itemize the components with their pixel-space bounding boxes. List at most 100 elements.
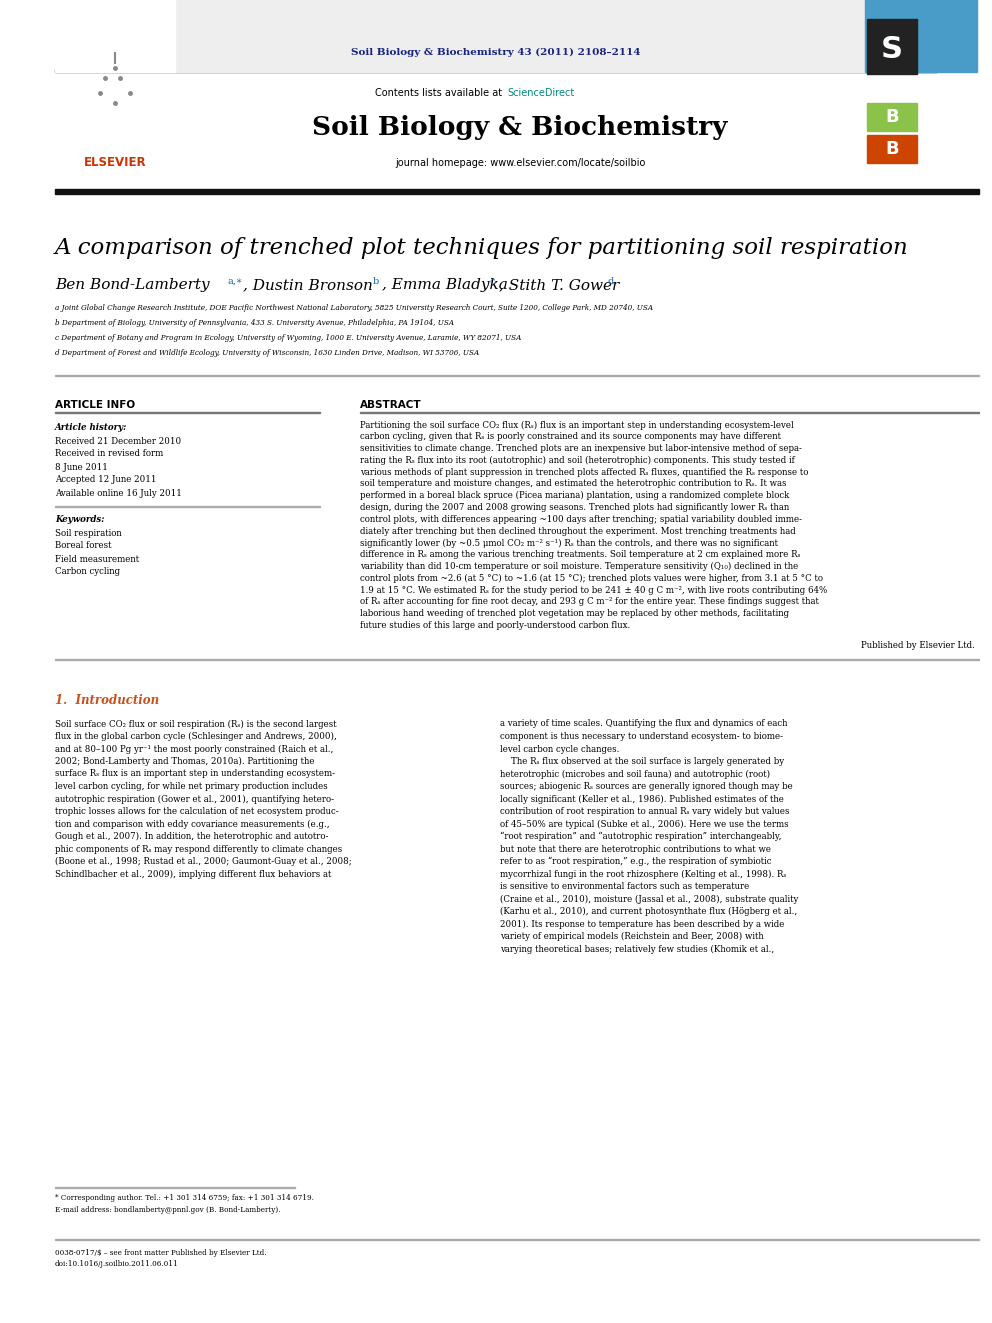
Text: contribution of root respiration to annual Rₛ vary widely but values: contribution of root respiration to annu… xyxy=(500,807,790,816)
Text: control plots from ~2.6 (at 5 °C) to ~1.6 (at 15 °C); trenched plots values were: control plots from ~2.6 (at 5 °C) to ~1.… xyxy=(360,574,823,583)
Text: Biochemistry: Biochemistry xyxy=(920,106,961,111)
Text: The Rₛ flux observed at the soil surface is largely generated by: The Rₛ flux observed at the soil surface… xyxy=(500,757,784,766)
Text: Published by Elsevier Ltd.: Published by Elsevier Ltd. xyxy=(861,640,975,650)
Text: Soil respiration: Soil respiration xyxy=(55,528,122,537)
Text: component is thus necessary to understand ecosystem- to biome-: component is thus necessary to understan… xyxy=(500,732,783,741)
Text: A comparison of trenched plot techniques for partitioning soil respiration: A comparison of trenched plot techniques… xyxy=(55,237,909,259)
Text: flux in the global carbon cycle (Schlesinger and Andrews, 2000),: flux in the global carbon cycle (Schlesi… xyxy=(55,732,337,741)
Text: B: B xyxy=(885,140,899,157)
Text: is sensitive to environmental factors such as temperature: is sensitive to environmental factors su… xyxy=(500,882,749,890)
Text: significantly lower (by ~0.5 μmol CO₂ m⁻² s⁻¹) Rₛ than the controls, and there w: significantly lower (by ~0.5 μmol CO₂ m⁻… xyxy=(360,538,778,548)
Text: (Karhu et al., 2010), and current photosynthate flux (Högberg et al.,: (Karhu et al., 2010), and current photos… xyxy=(500,908,798,916)
Text: difference in Rₛ among the various trenching treatments. Soil temperature at 2 c: difference in Rₛ among the various trenc… xyxy=(360,550,801,560)
Text: Article history:: Article history: xyxy=(55,423,127,433)
Text: Accepted 12 June 2011: Accepted 12 June 2011 xyxy=(55,475,157,484)
Text: Ben Bond-Lamberty: Ben Bond-Lamberty xyxy=(55,278,209,292)
Text: Carbon cycling: Carbon cycling xyxy=(55,568,120,577)
Text: soil temperature and moisture changes, and estimated the heterotrophic contribut: soil temperature and moisture changes, a… xyxy=(360,479,787,488)
Text: but note that there are heterotrophic contributions to what we: but note that there are heterotrophic co… xyxy=(500,844,771,853)
Text: performed in a boreal black spruce (Picea mariana) plantation, using a randomize: performed in a boreal black spruce (Pice… xyxy=(360,491,790,500)
Text: variability than did 10-cm temperature or soil moisture. Temperature sensitivity: variability than did 10-cm temperature o… xyxy=(360,562,799,572)
Text: Gough et al., 2007). In addition, the heterotrophic and autotro-: Gough et al., 2007). In addition, the he… xyxy=(55,832,328,841)
Text: Soil Biology &: Soil Biology & xyxy=(920,93,963,98)
Text: autotrophic respiration (Gower et al., 2001), quantifying hetero-: autotrophic respiration (Gower et al., 2… xyxy=(55,794,334,803)
Text: level carbon cycle changes.: level carbon cycle changes. xyxy=(500,745,619,754)
Text: Schindlbacher et al., 2009), implying different flux behaviors at: Schindlbacher et al., 2009), implying di… xyxy=(55,869,331,878)
Text: doi:10.1016/j.soilbio.2011.06.011: doi:10.1016/j.soilbio.2011.06.011 xyxy=(55,1259,179,1267)
Text: Soil Biology & Biochemistry: Soil Biology & Biochemistry xyxy=(312,115,728,140)
Text: mycorrhizal fungi in the root rhizosphere (Kelting et al., 1998). Rₛ: mycorrhizal fungi in the root rhizospher… xyxy=(500,869,787,878)
Text: , Stith T. Gower: , Stith T. Gower xyxy=(499,278,619,292)
Text: a Joint Global Change Research Institute, DOE Pacific Northwest National Laborat: a Joint Global Change Research Institute… xyxy=(55,304,653,312)
Text: level carbon cycling, for while net primary production includes: level carbon cycling, for while net prim… xyxy=(55,782,327,791)
Bar xyxy=(55,0,175,71)
Text: Contents lists available at: Contents lists available at xyxy=(375,89,505,98)
Bar xyxy=(175,0,865,71)
Text: a,∗: a,∗ xyxy=(228,277,243,286)
Text: 2001). Its response to temperature has been described by a wide: 2001). Its response to temperature has b… xyxy=(500,919,785,929)
Text: control plots, with differences appearing ~100 days after trenching; spatial var: control plots, with differences appearin… xyxy=(360,515,802,524)
Text: 2002; Bond-Lamberty and Thomas, 2010a). Partitioning the: 2002; Bond-Lamberty and Thomas, 2010a). … xyxy=(55,757,314,766)
Text: b Department of Biology, University of Pennsylvania, 433 S. University Avenue, P: b Department of Biology, University of P… xyxy=(55,319,454,327)
Text: design, during the 2007 and 2008 growing seasons. Trenched plots had significant: design, during the 2007 and 2008 growing… xyxy=(360,503,790,512)
Text: trophic losses allows for the calculation of net ecosystem produc-: trophic losses allows for the calculatio… xyxy=(55,807,338,816)
Text: Keywords:: Keywords: xyxy=(55,516,104,524)
Text: of 45–50% are typical (Subke et al., 2006). Here we use the terms: of 45–50% are typical (Subke et al., 200… xyxy=(500,819,789,828)
Text: d: d xyxy=(608,277,614,286)
Text: B: B xyxy=(885,108,899,126)
Bar xyxy=(55,69,937,71)
Text: of Rₛ after accounting for fine root decay, and 293 g C m⁻² for the entire year.: of Rₛ after accounting for fine root dec… xyxy=(360,598,818,606)
Text: locally significant (Keller et al., 1986). Published estimates of the: locally significant (Keller et al., 1986… xyxy=(500,794,784,803)
Bar xyxy=(865,0,977,71)
Text: sources; abiogenic Rₛ sources are generally ignored though may be: sources; abiogenic Rₛ sources are genera… xyxy=(500,782,793,791)
Text: diately after trenching but then declined throughout the experiment. Most trench: diately after trenching but then decline… xyxy=(360,527,796,536)
Text: c: c xyxy=(490,277,495,286)
Text: 0038-0717/$ – see front matter Published by Elsevier Ltd.: 0038-0717/$ – see front matter Published… xyxy=(55,1249,267,1257)
Text: heterotrophic (microbes and soil fauna) and autotrophic (root): heterotrophic (microbes and soil fauna) … xyxy=(500,770,770,778)
Text: (Boone et al., 1998; Rustad et al., 2000; Gaumont-Guay et al., 2008;: (Boone et al., 1998; Rustad et al., 2000… xyxy=(55,857,352,867)
Text: future studies of this large and poorly-understood carbon flux.: future studies of this large and poorly-… xyxy=(360,620,630,630)
Text: S: S xyxy=(881,36,903,65)
Text: laborious hand weeding of trenched plot vegetation may be replaced by other meth: laborious hand weeding of trenched plot … xyxy=(360,610,789,618)
Text: 1.9 at 15 °C. We estimated Rₛ for the study period to be 241 ± 40 g C m⁻², with : 1.9 at 15 °C. We estimated Rₛ for the st… xyxy=(360,586,827,595)
Text: 8 June 2011: 8 June 2011 xyxy=(55,463,108,471)
Text: surface Rₛ flux is an important step in understanding ecosystem-: surface Rₛ flux is an important step in … xyxy=(55,770,335,778)
Text: Field measurement: Field measurement xyxy=(55,554,139,564)
Text: ScienceDirect: ScienceDirect xyxy=(507,89,574,98)
Text: Received 21 December 2010: Received 21 December 2010 xyxy=(55,437,182,446)
Bar xyxy=(55,189,979,194)
Text: Soil surface CO₂ flux or soil respiration (Rₛ) is the second largest: Soil surface CO₂ flux or soil respiratio… xyxy=(55,720,336,729)
Text: d Department of Forest and Wildlife Ecology, University of Wisconsin, 1630 Linde: d Department of Forest and Wildlife Ecol… xyxy=(55,349,479,357)
Text: 1.  Introduction: 1. Introduction xyxy=(55,693,159,706)
Text: various methods of plant suppression in trenched plots affected Rₛ fluxes, quant: various methods of plant suppression in … xyxy=(360,468,808,476)
Text: Partitioning the soil surface CO₂ flux (Rₛ) flux is an important step in underst: Partitioning the soil surface CO₂ flux (… xyxy=(360,421,794,430)
Text: tion and comparison with eddy covariance measurements (e.g.,: tion and comparison with eddy covariance… xyxy=(55,819,329,828)
Text: a variety of time scales. Quantifying the flux and dynamics of each: a variety of time scales. Quantifying th… xyxy=(500,720,788,729)
Text: ELSEVIER: ELSEVIER xyxy=(83,156,146,168)
Text: refer to as “root respiration,” e.g., the respiration of symbiotic: refer to as “root respiration,” e.g., th… xyxy=(500,857,772,867)
Text: E-mail address: bondlamberty@pnnl.gov (B. Bond-Lamberty).: E-mail address: bondlamberty@pnnl.gov (B… xyxy=(55,1207,281,1215)
Text: rating the Rₛ flux into its root (autotrophic) and soil (heterotrophic) componen: rating the Rₛ flux into its root (autotr… xyxy=(360,456,795,464)
Text: ABSTRACT: ABSTRACT xyxy=(360,400,422,410)
Text: phic components of Rₛ may respond differently to climate changes: phic components of Rₛ may respond differ… xyxy=(55,844,342,853)
Text: * Corresponding author. Tel.: +1 301 314 6759; fax: +1 301 314 6719.: * Corresponding author. Tel.: +1 301 314… xyxy=(55,1193,313,1203)
Text: (Craine et al., 2010), moisture (Jassal et al., 2008), substrate quality: (Craine et al., 2010), moisture (Jassal … xyxy=(500,894,799,904)
Text: b: b xyxy=(373,277,379,286)
Bar xyxy=(867,135,917,163)
Text: ARTICLE INFO: ARTICLE INFO xyxy=(55,400,135,410)
Text: variety of empirical models (Reichstein and Beer, 2008) with: variety of empirical models (Reichstein … xyxy=(500,931,764,941)
Text: varying theoretical bases; relatively few studies (Khomik et al.,: varying theoretical bases; relatively fe… xyxy=(500,945,774,954)
Text: , Dustin Bronson: , Dustin Bronson xyxy=(243,278,373,292)
Text: and at 80–100 Pg yr⁻¹ the most poorly constrained (Raich et al.,: and at 80–100 Pg yr⁻¹ the most poorly co… xyxy=(55,745,333,754)
Text: carbon cycling, given that Rₛ is poorly constrained and its source components ma: carbon cycling, given that Rₛ is poorly … xyxy=(360,433,781,442)
Text: Received in revised form: Received in revised form xyxy=(55,450,164,459)
Text: sensitivities to climate change. Trenched plots are an inexpensive but labor-int: sensitivities to climate change. Trenche… xyxy=(360,445,802,452)
Text: Available online 16 July 2011: Available online 16 July 2011 xyxy=(55,488,182,497)
Bar xyxy=(867,19,917,74)
Text: c Department of Botany and Program in Ecology, University of Wyoming, 1000 E. Un: c Department of Botany and Program in Ec… xyxy=(55,333,522,343)
Text: Soil Biology & Biochemistry 43 (2011) 2108–2114: Soil Biology & Biochemistry 43 (2011) 21… xyxy=(351,48,641,57)
Text: “root respiration” and “autotrophic respiration” interchangeably,: “root respiration” and “autotrophic resp… xyxy=(500,832,782,841)
Bar xyxy=(867,103,917,131)
Text: Boreal forest: Boreal forest xyxy=(55,541,111,550)
Text: journal homepage: www.elsevier.com/locate/soilbio: journal homepage: www.elsevier.com/locat… xyxy=(395,157,645,168)
